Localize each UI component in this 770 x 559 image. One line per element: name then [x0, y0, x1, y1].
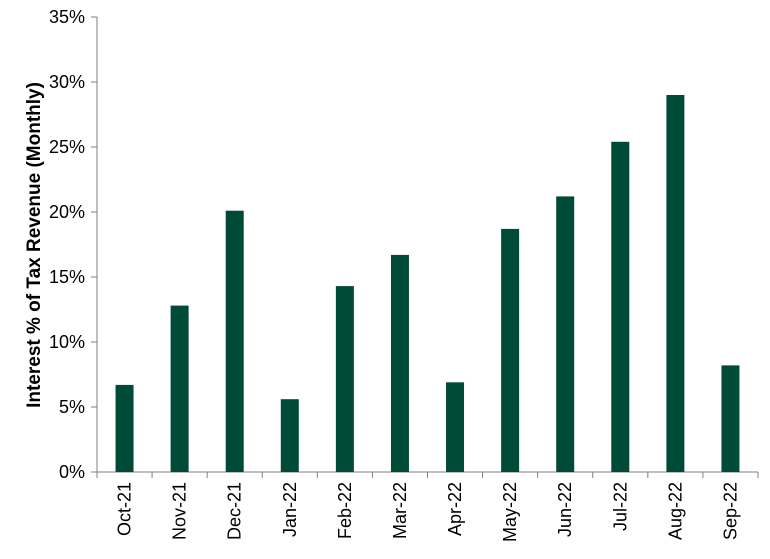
x-tick-label: Aug-22	[665, 482, 685, 540]
x-tick-label: Nov-21	[170, 482, 190, 540]
y-tick-label: 20%	[49, 202, 85, 222]
bar	[280, 399, 299, 472]
x-tick-label: Mar-22	[390, 482, 410, 539]
x-tick-label: Feb-22	[335, 482, 355, 539]
y-tick-label: 5%	[59, 397, 85, 417]
bar	[501, 228, 520, 472]
y-tick-label: 0%	[59, 462, 85, 482]
x-tick-label: Jun-22	[555, 482, 575, 537]
x-tick-label: Apr-22	[445, 482, 465, 536]
y-axis-title: Interest % of Tax Revenue (Monthly)	[24, 82, 45, 408]
bar	[556, 196, 575, 472]
bar	[115, 384, 134, 472]
x-tick-label: May-22	[500, 482, 520, 542]
bar	[611, 141, 630, 473]
plot-area: 0% 5% 10% 15% 20% 25% 30% 35% Oct-21 Nov-21 Dec-21…	[49, 7, 759, 542]
y-tick-label: 30%	[49, 72, 85, 92]
y-tick-label: 10%	[49, 332, 85, 352]
bar	[446, 382, 465, 472]
x-tick-label: Jan-22	[280, 482, 300, 537]
x-tick-label: Sep-22	[720, 482, 740, 540]
bar	[225, 210, 244, 472]
bar	[335, 286, 354, 472]
bar	[721, 365, 740, 472]
x-tick-label: Jul-22	[610, 482, 630, 531]
bar	[666, 95, 685, 472]
x-tick-label: Oct-21	[115, 482, 135, 536]
y-tick-label: 15%	[49, 267, 85, 287]
bar	[170, 305, 189, 472]
y-tick-label: 35%	[49, 7, 85, 27]
x-tick-label: Dec-21	[225, 482, 245, 540]
y-tick-label: 25%	[49, 137, 85, 157]
bar	[390, 254, 409, 472]
